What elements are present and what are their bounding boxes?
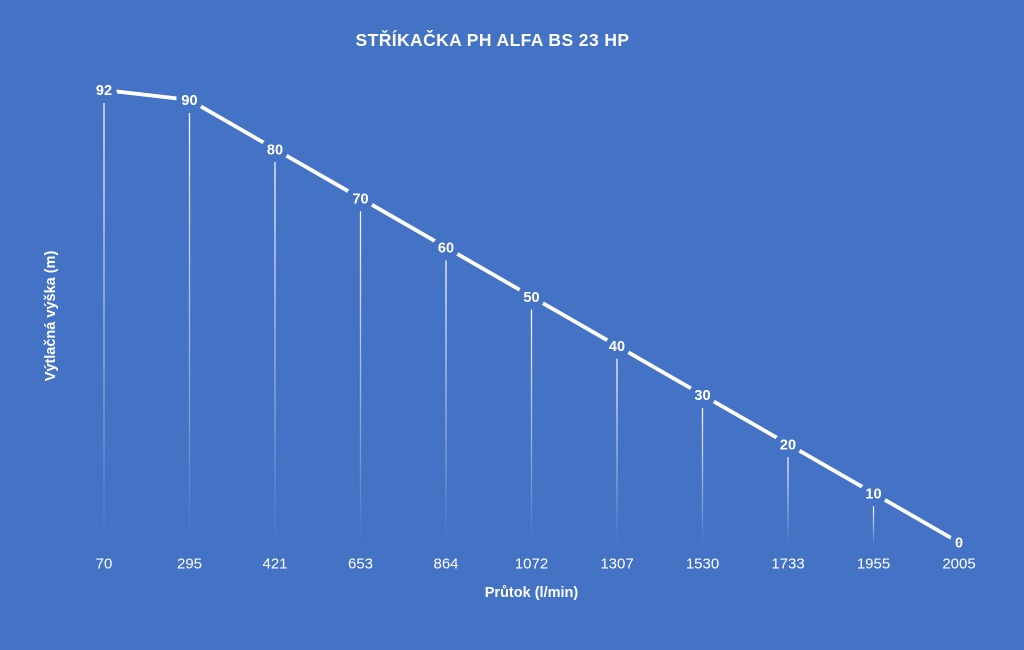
data-label: 70 [352,191,368,207]
data-label: 20 [780,437,796,453]
drop-line [787,457,789,545]
data-label: 10 [865,487,881,503]
drop-line [701,407,704,545]
drop-line [188,112,191,545]
drop-line [616,358,618,545]
drop-line [103,103,105,545]
x-tick-label: 2005 [942,555,975,572]
drop-line [359,211,362,546]
x-tick-label: 1072 [515,555,548,572]
data-label: 0 [955,536,963,552]
drop-line [872,506,875,545]
x-axis-title: Průtok (l/min) [484,585,579,601]
data-label: 80 [267,142,283,158]
x-tick-label: 653 [348,555,373,572]
x-tick-label: 864 [433,555,458,572]
x-tick-label: 421 [262,555,287,572]
x-tick-label: 295 [177,555,202,572]
data-label: 92 [96,83,112,99]
series-line [102,88,961,545]
drop-line [274,162,276,545]
data-label: 40 [609,339,625,355]
x-tick-label: 1733 [771,555,804,572]
data-label: 30 [694,388,710,404]
chart-title: STŘÍKAČKA PH ALFA BS 23 HP [355,30,630,50]
x-tick-label: 1955 [857,555,890,572]
data-label: 50 [523,290,539,306]
x-tick-label: 1307 [600,555,633,572]
x-tick-label: 1530 [686,555,719,572]
data-label: 60 [438,241,454,257]
data-label: 90 [181,93,197,109]
x-tick-label: 70 [96,555,113,572]
drop-line [445,260,447,545]
drop-line [530,309,533,545]
